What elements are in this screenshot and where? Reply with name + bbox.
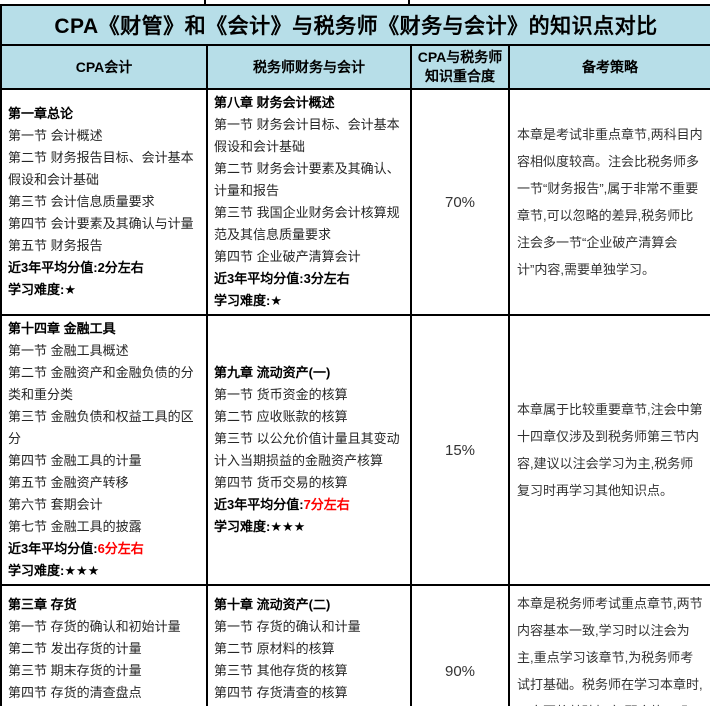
- section-list: 第一节 货币资金的核算 第二节 应收账款的核算第三节 以公允价值计量且其变动计入当…: [214, 384, 405, 494]
- overlap-value: 90%: [410, 584, 510, 706]
- section-list: 第一节 会计概述第二节 财务报告目标、会计基本假设和会计基础第三节 会计信息质量…: [8, 125, 201, 257]
- section-item: 第二节 应收账款的核算: [214, 409, 348, 424]
- tax-cell-chapter8: 第八章 财务会计概述 第一节 财务会计目标、会计基本假设和会计基础 第二节 财务会…: [206, 88, 412, 316]
- section-item: 第二节 发出存货的计量: [8, 641, 142, 656]
- column-header-cpa: CPA会计: [0, 44, 208, 90]
- section-item: 第一节 存货的确认和初始计量: [8, 619, 181, 634]
- strategy-text: 本章属于比较重要章节,注会中第十四章仅涉及到税务师第三节内容,建议以注会学习为主…: [507, 314, 710, 586]
- section-item: 第一节 财务会计目标、会计基本假设和会计基础: [214, 117, 400, 154]
- overlap-header-line2: 知识重合度: [425, 68, 495, 84]
- section-item: 第三节 我国企业财务会计核算规范及其信息质量要求: [214, 205, 400, 242]
- column-header-overlap: CPA与税务师 知识重合度: [410, 44, 510, 90]
- strategy-text: 本章是考试非重点章节,两科目内容相似度较高。注会比税务师多一节“财务报告”,属于…: [507, 88, 710, 316]
- page-title: CPA《财管》和《会计》与税务师《财务与会计》的知识点对比: [0, 4, 710, 46]
- table-header-row: CPA会计 税务师财务与会计 CPA与税务师 知识重合度 备考策略: [0, 44, 710, 90]
- section-item: 第四节 存货的清查盘点: [8, 685, 142, 700]
- score-line: 近3年平均分值:2分左右: [8, 260, 144, 275]
- section-item: 第一节 存货的确认和计量: [214, 619, 361, 634]
- cpa-cell-chapter14: 第十四章 金融工具 第一节 金融工具概述第二节 金融资产和金融负债的分类和重分类…: [0, 314, 208, 586]
- section-item: 第四节 金融工具的计量: [8, 453, 142, 468]
- chapter-title: 第一章总论: [8, 106, 74, 121]
- score-value: 3分左右: [303, 271, 350, 286]
- section-item: 第四节 货币交易的核算: [214, 475, 348, 490]
- score-value: 2分左右: [97, 260, 144, 275]
- section-item: 第二节 财务报告目标、会计基本假设和会计基础: [8, 150, 194, 187]
- table-title-row: CPA《财管》和《会计》与税务师《财务与会计》的知识点对比: [0, 4, 710, 46]
- section-item: 第五节 金融资产转移: [8, 475, 129, 490]
- section-item: 第三节 期末存货的计量: [8, 663, 142, 678]
- column-header-tax: 税务师财务与会计: [206, 44, 412, 90]
- section-list: 第一节 财务会计目标、会计基本假设和会计基础 第二节 财务会计要素及其确认、计量和…: [214, 114, 405, 268]
- section-item: 第二节 金融资产和金融负债的分类和重分类: [8, 365, 194, 402]
- score-line: 近3年平均分值:3分左右: [214, 271, 350, 286]
- section-item: 第三节 以公允价值计量且其变动计入当期损益的金融资产核算: [214, 431, 400, 468]
- section-item: 第一节 会计概述: [8, 128, 103, 143]
- section-item: 第五节 财务报告: [8, 238, 103, 253]
- overlap-value: 15%: [410, 314, 510, 586]
- section-item: 第六节 套期会计: [8, 497, 103, 512]
- tax-cell-chapter9: 第九章 流动资产(一) 第一节 货币资金的核算 第二节 应收账款的核算第三节 以公…: [206, 314, 412, 586]
- section-item: 第三节 金融负债和权益工具的区分: [8, 409, 194, 446]
- table-row: 第十四章 金融工具 第一节 金融工具概述第二节 金融资产和金融负债的分类和重分类…: [0, 314, 710, 586]
- grid-line: [204, 0, 206, 4]
- difficulty-line: 学习难度:★: [214, 293, 282, 308]
- section-list: 第一节 金融工具概述第二节 金融资产和金融负债的分类和重分类 第三节 金融负债和权…: [8, 340, 201, 538]
- section-item: 第三节 会计信息质量要求: [8, 194, 155, 209]
- score-value: 6分左右: [97, 541, 144, 556]
- score-line: 近3年平均分值:6分左右: [8, 541, 144, 556]
- column-header-strategy: 备考策略: [507, 44, 710, 90]
- difficulty-line: 学习难度:★★★: [214, 519, 306, 534]
- section-item: 第四节 存货清查的核算: [214, 685, 348, 700]
- section-item: 第一节 货币资金的核算: [214, 387, 348, 402]
- section-list: 第一节 存货的确认和初始计量 第二节 发出存货的计量 第三节 期末存货的计量 第四节 …: [8, 616, 201, 704]
- difficulty-line: 学习难度:★★★: [8, 563, 100, 578]
- score-line: 近3年平均分值:7分左右: [214, 497, 350, 512]
- cpa-cell-chapter1: 第一章总论 第一节 会计概述第二节 财务报告目标、会计基本假设和会计基础第三节 …: [0, 88, 208, 316]
- chapter-title: 第八章 财务会计概述: [214, 95, 335, 110]
- section-item: 第一节 金融工具概述: [8, 343, 129, 358]
- chapter-title: 第十四章 金融工具: [8, 321, 116, 336]
- difficulty-line: 学习难度:★: [8, 282, 76, 297]
- section-item: 第四节 会计要素及其确认与计量: [8, 216, 194, 231]
- section-item: 第三节 其他存货的核算: [214, 663, 348, 678]
- table-row: 第一章总论 第一节 会计概述 第二节 财务报告目标、会计基本假设和会计基础 第三节 …: [0, 88, 710, 316]
- overlap-value: 70%: [410, 88, 510, 316]
- section-item: 第二节 原材料的核算: [214, 641, 335, 656]
- cropped-row-edge: [0, 0, 710, 4]
- section-item: 第四节 企业破产清算会计: [214, 249, 361, 264]
- strategy-text: 本章是税务师考试重点章节,两节内容基本一致,学习时以注会为主,重点学习该章节,为…: [507, 584, 710, 706]
- overlap-header-line1: CPA与税务师: [417, 49, 503, 65]
- cpa-cell-chapter3: 第三章 存货 第一节 存货的确认和初始计量 第二节 发出存货的计量 第三节 期末存货…: [0, 584, 208, 706]
- chapter-title: 第十章 流动资产(二): [214, 597, 331, 612]
- grid-line: [408, 0, 410, 4]
- tax-cell-chapter10: 第十章 流动资产(二) 第一节 存货的确认和计量 第二节 原材料的核算 第三节 其他…: [206, 584, 412, 706]
- score-value: 7分左右: [303, 497, 350, 512]
- chapter-title: 第九章 流动资产(一): [214, 365, 331, 380]
- section-list: 第一节 存货的确认和计量 第二节 原材料的核算 第三节 其他存货的核算 第四节 存货清…: [214, 616, 405, 704]
- section-item: 第七节 金融工具的披露: [8, 519, 142, 534]
- table-row: 第三章 存货 第一节 存货的确认和初始计量 第二节 发出存货的计量 第三节 期末存货…: [0, 584, 710, 706]
- comparison-table: CPA《财管》和《会计》与税务师《财务与会计》的知识点对比 CPA会计 税务师财…: [0, 4, 710, 706]
- section-item: 第二节 财务会计要素及其确认、计量和报告: [214, 161, 400, 198]
- chapter-title: 第三章 存货: [8, 597, 77, 612]
